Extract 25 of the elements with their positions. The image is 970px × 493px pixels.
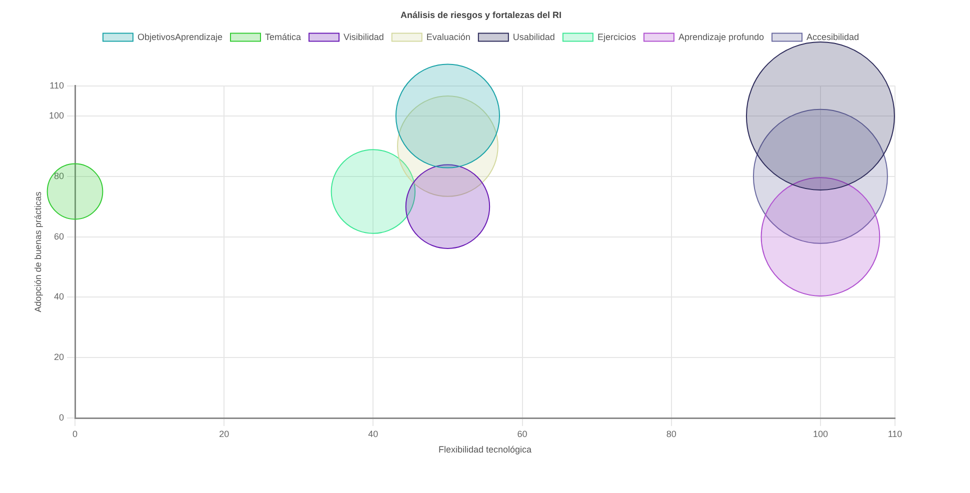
x-tick-label: 40 bbox=[368, 428, 378, 439]
y-tick-label: 80 bbox=[54, 170, 64, 181]
x-tick-label: 100 bbox=[812, 428, 828, 439]
x-tick-label: 60 bbox=[517, 428, 528, 439]
x-tick-label: 20 bbox=[219, 428, 230, 439]
y-axis-title: Adopción de buenas prácticas bbox=[33, 191, 44, 312]
x-tick-label: 110 bbox=[888, 428, 902, 439]
x-axis-title: Flexibilidad tecnológica bbox=[438, 444, 532, 455]
y-tick-label: 60 bbox=[54, 231, 64, 242]
legend-label: Evaluación bbox=[426, 32, 470, 42]
legend-label: Usabilidad bbox=[512, 32, 555, 42]
y-tick-label: 110 bbox=[50, 80, 64, 90]
legend-label: Ejercicios bbox=[597, 32, 636, 42]
legend-label: Visibilidad bbox=[344, 32, 384, 42]
x-tick-label: 0 bbox=[72, 428, 78, 439]
legend-label: Accesibilidad bbox=[806, 32, 860, 42]
y-tick-label: 40 bbox=[54, 292, 64, 302]
y-tick-label: 0 bbox=[58, 412, 64, 422]
legend-label: Temática bbox=[265, 32, 302, 42]
y-tick-label: 20 bbox=[54, 352, 64, 362]
y-tick-label: 100 bbox=[48, 110, 64, 120]
x-tick-label: 80 bbox=[666, 428, 676, 439]
legend-label: ObjetivosAprendizaje bbox=[137, 32, 223, 42]
chart-title: Análisis de riesgos y fortalezas del RI bbox=[400, 10, 562, 20]
legend-label: Aprendizaje profundo bbox=[678, 32, 764, 42]
